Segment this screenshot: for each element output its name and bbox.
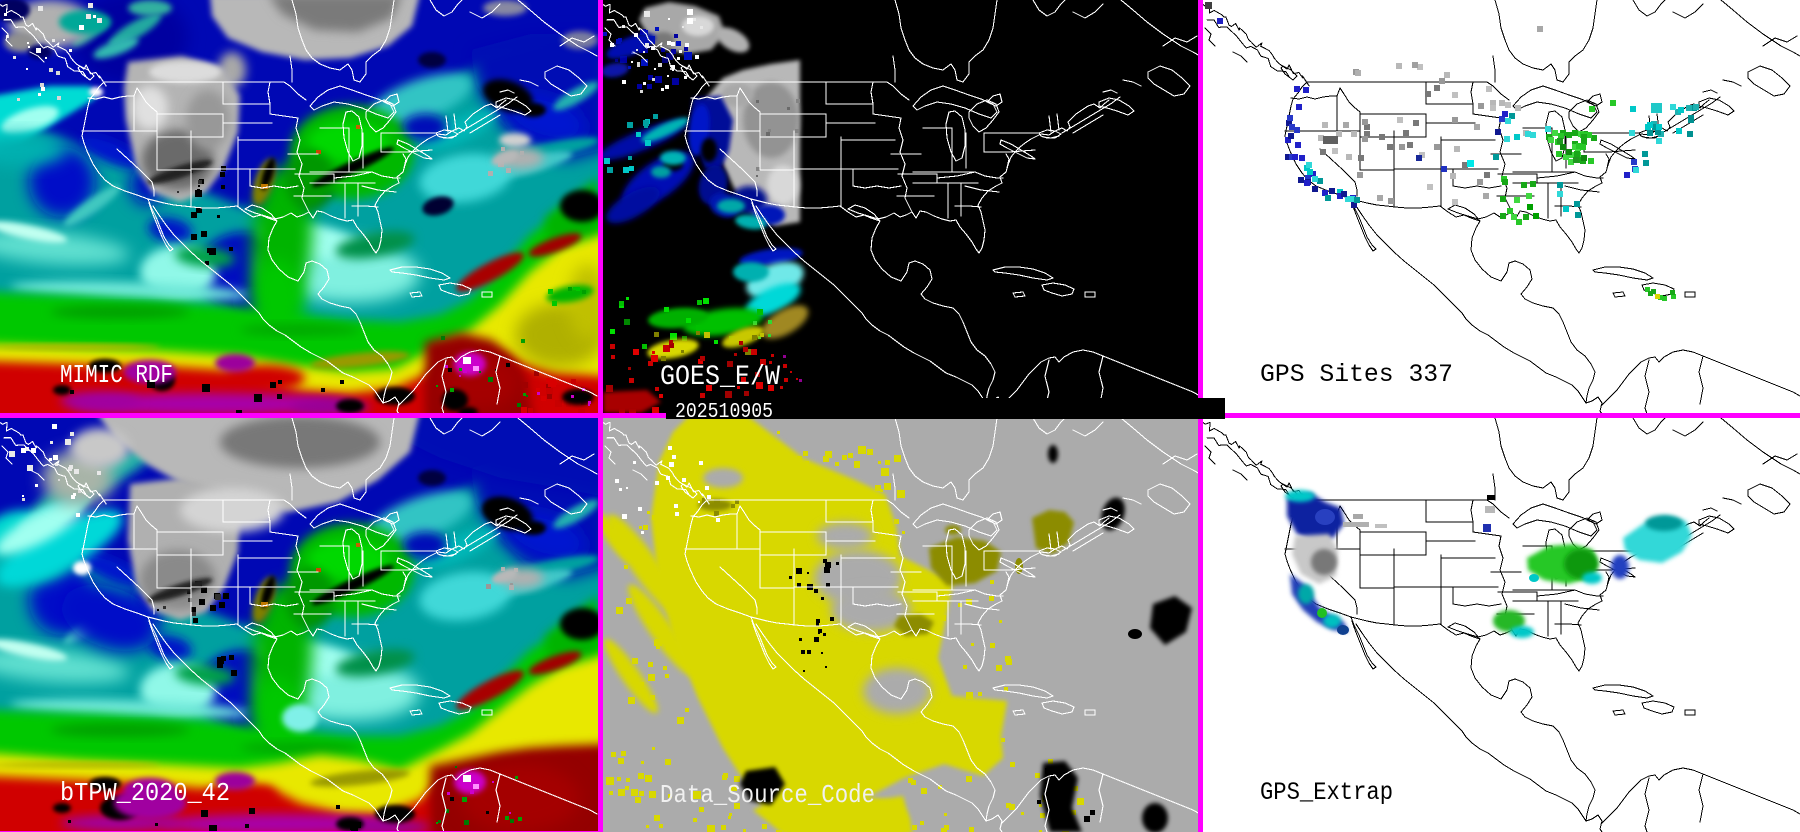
svg-text:Data_Source_Code: Data_Source_Code xyxy=(660,780,875,810)
svg-text:bTPW_2020_42: bTPW_2020_42 xyxy=(60,778,230,808)
svg-text:GOES_E/W: GOES_E/W xyxy=(660,362,780,393)
svg-text:GPS Sites 337: GPS Sites 337 xyxy=(1260,360,1453,389)
svg-text:MIMIC RDF: MIMIC RDF xyxy=(60,360,173,390)
svg-text:202510905: 202510905 xyxy=(675,401,773,419)
svg-text:GPS_Extrap: GPS_Extrap xyxy=(1260,778,1393,807)
